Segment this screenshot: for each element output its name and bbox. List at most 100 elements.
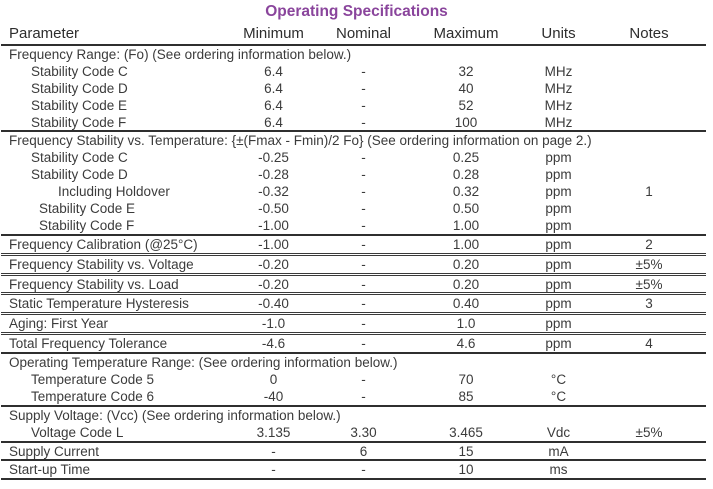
max-cell: 1.0 [456,316,476,332]
row-divider [1,440,706,443]
nominal-cell: - [361,371,366,387]
units-cell: ppm [545,276,572,292]
max-cell: 10 [458,462,474,478]
column-header-nominal: Nominal [335,25,392,42]
spec-row: Including Holdover -0.32 - 0.32 ppm 1 [1,183,706,200]
table-body: Frequency Range: (Fo) (See ordering info… [1,46,706,481]
param-cell: Stability Code D [31,80,128,96]
max-cell: 1.00 [452,217,480,233]
operating-specifications-table: Parameter Minimum Nominal Maximum Units … [0,24,713,481]
spec-row: Stability Code D 6.4 - 40 MHz [1,80,706,97]
nominal-cell: - [361,276,366,292]
max-cell: 3.465 [449,424,483,440]
min-cell: - [271,462,276,478]
units-cell: ppm [545,217,572,233]
spec-row: Supply Current - 6 15 mA [1,443,706,460]
units-cell: MHz [544,63,573,79]
param-cell: Static Temperature Hysteresis [9,296,189,312]
section-label: Supply Voltage: (Vcc) (See ordering info… [9,407,341,423]
min-cell: 3.135 [256,424,291,440]
max-cell: 4.6 [456,336,476,352]
row-divider [1,130,706,133]
param-cell: Stability Code C [31,150,128,166]
param-cell: Temperature Code 6 [31,388,155,404]
min-cell: -40 [263,388,284,404]
row-divider [1,233,706,236]
units-cell: °C [550,371,567,387]
column-header-units: Units [541,25,576,42]
param-cell: Total Frequency Tolerance [9,336,168,352]
spec-row: Total Frequency Tolerance -4.6 - 4.6 ppm… [1,335,706,352]
min-cell: 0 [269,371,278,387]
param-cell: Aging: First Year [9,316,109,332]
nominal-cell: - [361,184,366,200]
spec-row: Stability Code D -0.28 - 0.28 ppm [1,166,706,183]
spec-row: Stability Code E -0.50 - 0.50 ppm [1,200,706,217]
param-cell: Stability Code C [31,63,128,79]
min-cell: -0.20 [258,276,289,292]
spec-row: Stability Code F -1.00 - 1.00 ppm [1,217,706,234]
section-label: Frequency Stability vs. Temperature: {±(… [9,133,592,149]
nominal-cell: 3.30 [350,424,377,440]
nominal-cell: - [361,200,366,216]
nominal-cell: - [361,256,366,272]
min-cell: 6.4 [264,80,283,96]
nominal-cell: - [361,388,366,404]
notes-cell: 2 [645,236,653,252]
max-cell: 32 [458,63,474,79]
spec-row: Aging: First Year -1.0 - 1.0 ppm [1,315,706,332]
nominal-cell: - [361,80,366,96]
min-cell: -0.25 [258,150,289,166]
param-cell: Including Holdover [58,184,170,200]
column-header-minimum: Minimum [243,25,304,42]
max-cell: 0.50 [452,200,480,216]
units-cell: ppm [545,167,572,183]
param-cell: Stability Code E [31,97,128,113]
nominal-cell: 6 [359,443,368,459]
units-cell: MHz [544,114,573,130]
param-cell: Frequency Stability vs. Load [9,276,179,292]
row-divider [1,478,706,481]
column-header-parameter: Parameter [9,25,80,42]
spec-row: Stability Code F 6.4 - 100 MHz [1,114,706,131]
units-cell: ppm [545,316,572,332]
max-cell: 0.32 [452,184,480,200]
max-cell: 100 [454,114,478,130]
row-divider [1,352,706,355]
min-cell: 6.4 [264,114,283,130]
max-cell: 0.20 [452,256,480,272]
min-cell: -1.00 [258,217,289,233]
units-cell: ppm [545,256,572,272]
units-cell: ppm [545,150,572,166]
units-cell: ppm [545,200,572,216]
max-cell: 85 [458,388,474,404]
section-header-row: Supply Voltage: (Vcc) (See ordering info… [1,407,706,424]
max-cell: 0.28 [452,167,480,183]
min-cell: - [271,443,276,459]
notes-cell: 3 [645,296,653,312]
min-cell: -0.20 [258,256,289,272]
units-cell: mA [548,443,569,459]
units-cell: ppm [545,296,572,312]
nominal-cell: - [361,167,366,183]
table-header-row: Parameter Minimum Nominal Maximum Units … [1,24,706,46]
nominal-cell: - [361,236,366,252]
spec-row: Frequency Calibration (@25°C) -1.00 - 1.… [1,236,706,253]
min-cell: 6.4 [264,63,283,79]
max-cell: 40 [458,80,474,96]
nominal-cell: - [361,316,366,332]
min-cell: -0.28 [258,167,289,183]
nominal-cell: - [361,114,366,130]
notes-cell: 4 [645,336,653,352]
units-cell: ppm [545,336,572,352]
param-cell: Temperature Code 5 [31,371,155,387]
section-header-row: Frequency Range: (Fo) (See ordering info… [1,46,706,63]
notes-cell: ±5% [635,256,663,272]
row-divider [1,404,706,407]
max-cell: 70 [458,371,474,387]
param-cell: Stability Code E [39,200,136,216]
notes-cell: 1 [645,184,653,200]
row-divider [1,272,706,276]
spec-row: Frequency Stability vs. Voltage -0.20 - … [1,256,706,273]
